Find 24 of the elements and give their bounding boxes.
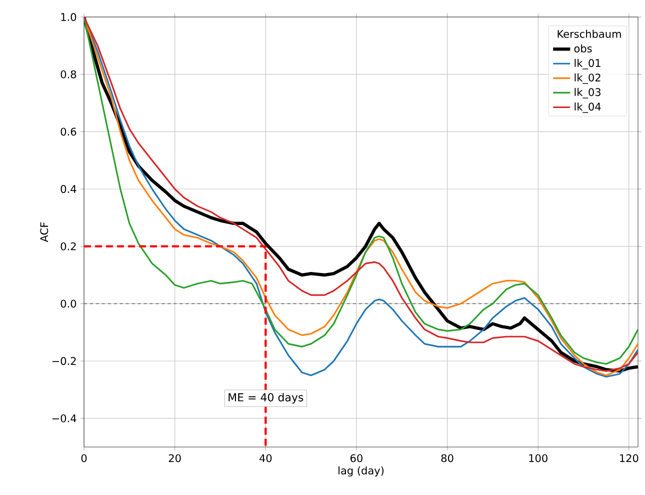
y-tick-label: −0.4 <box>52 414 76 422</box>
x-tick-label: 60 <box>350 454 362 462</box>
x-axis-title: lag (day) <box>338 466 384 477</box>
x-tick-label: 0 <box>81 454 87 462</box>
y-tick-label: 0.6 <box>60 128 76 136</box>
y-tick-label: −0.2 <box>52 357 76 365</box>
legend-label: lk_02 <box>574 73 600 84</box>
legend-label: lk_03 <box>574 88 601 98</box>
y-tick-label: 0.8 <box>60 70 76 78</box>
y-tick-label: 0.2 <box>60 242 76 250</box>
x-tick-label: 80 <box>441 454 454 462</box>
x-tick-label: 20 <box>168 454 181 462</box>
y-tick-label: 0.4 <box>60 185 76 193</box>
legend-title: Kerschbaum <box>558 30 621 38</box>
x-tick-label: 120 <box>620 454 638 462</box>
annotation: ME = 40 days <box>228 392 304 404</box>
x-tick-label: 100 <box>529 454 548 462</box>
y-axis-title: ACF <box>40 222 48 242</box>
y-tick-label: 0.0 <box>60 300 76 308</box>
legend-label: lk_01 <box>574 58 600 70</box>
legend-label: lk_04 <box>574 102 601 113</box>
legend-label: obs <box>574 44 592 52</box>
x-tick-label: 40 <box>259 454 272 462</box>
y-tick-label: 1.0 <box>61 13 76 21</box>
